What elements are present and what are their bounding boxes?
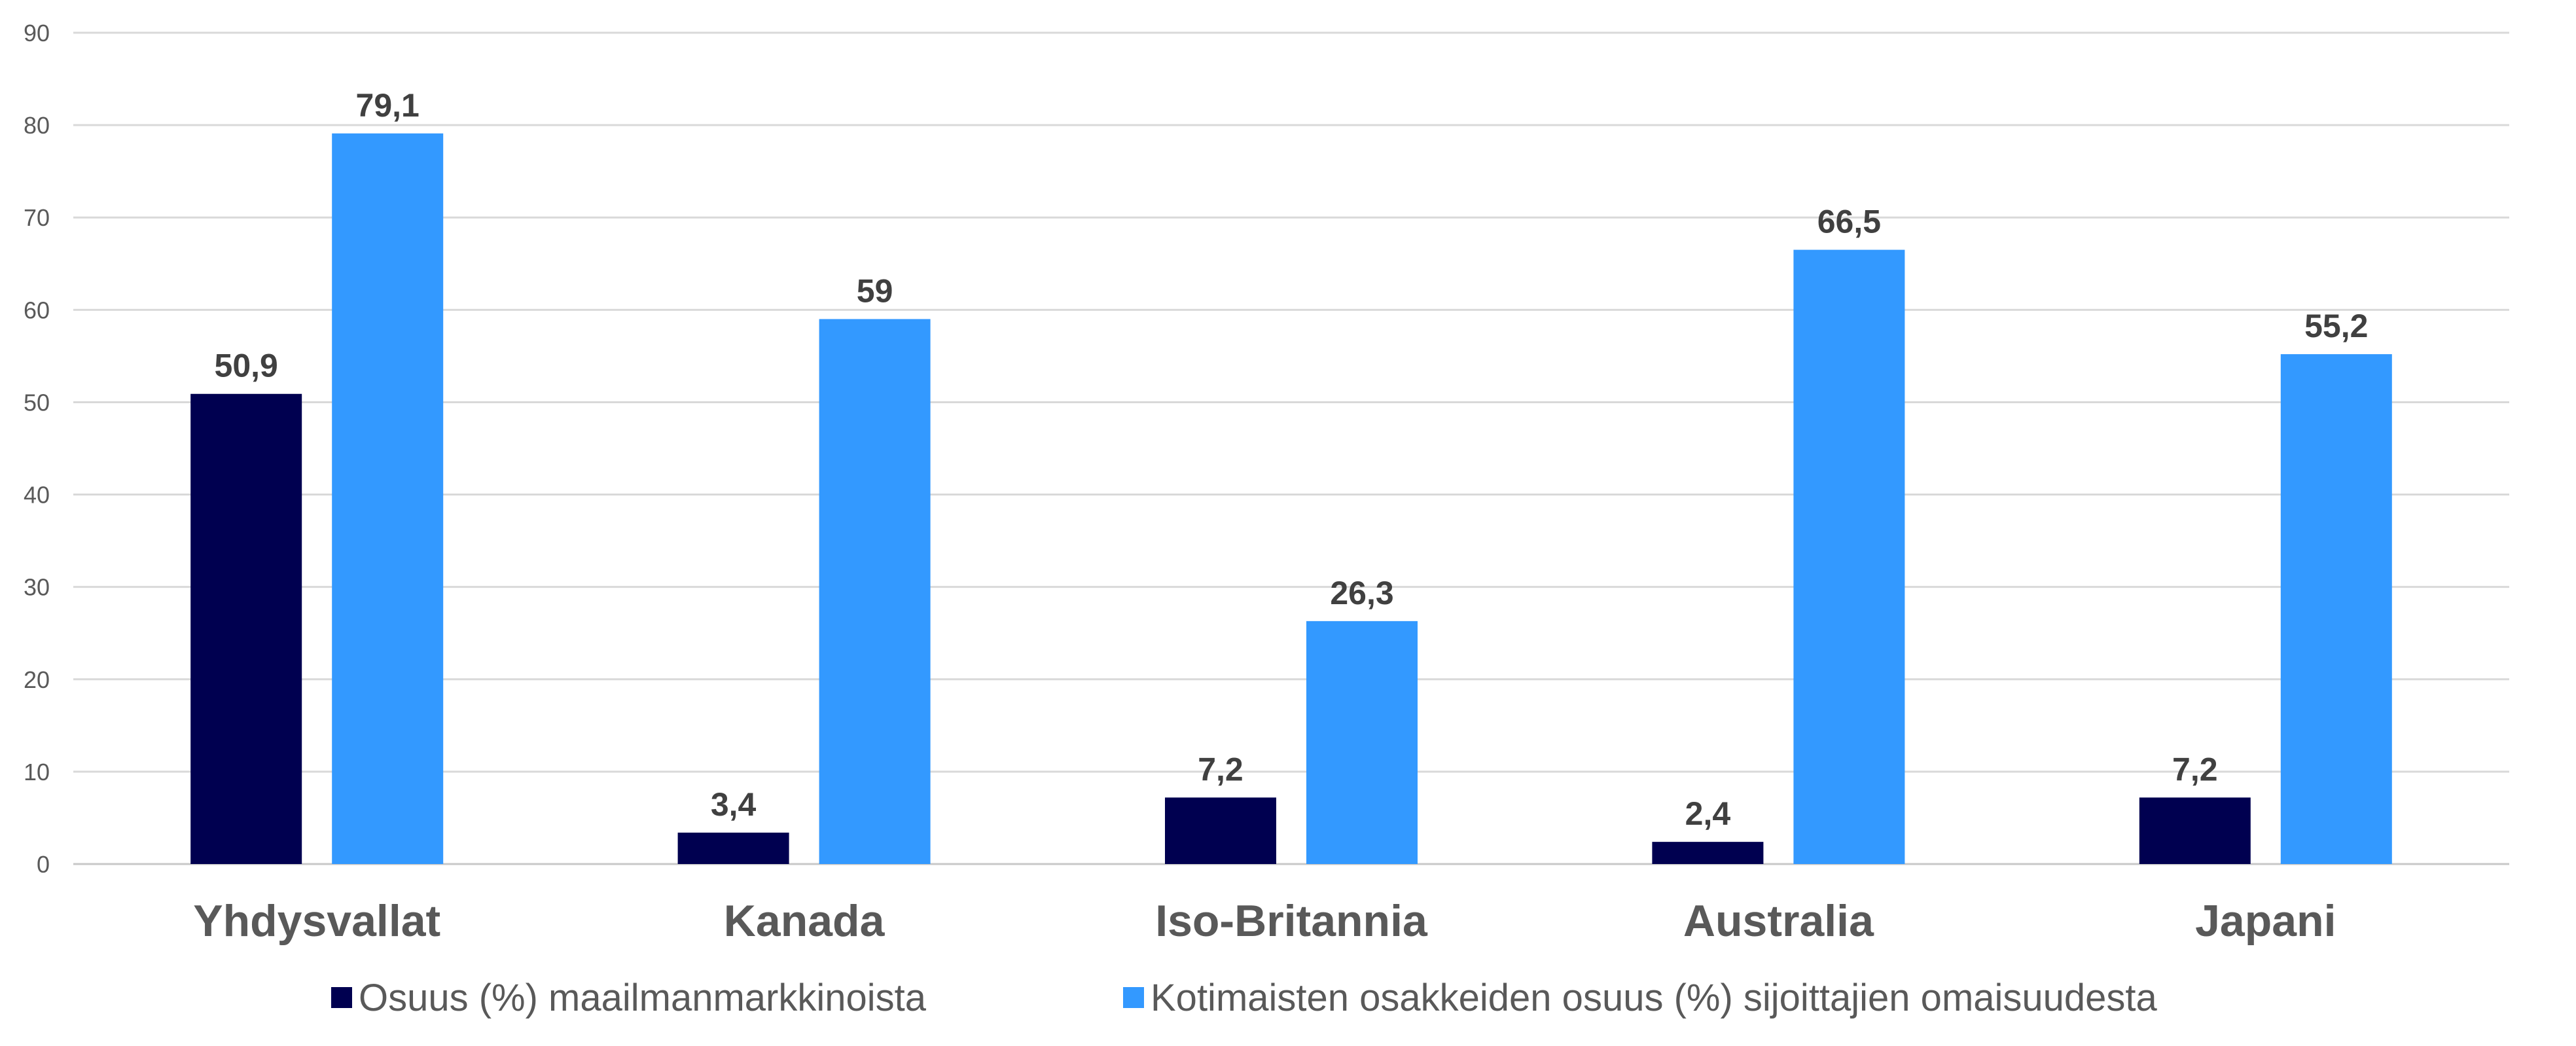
bars bbox=[190, 133, 2392, 865]
bar-1 bbox=[677, 833, 789, 864]
bar-2 bbox=[1306, 621, 1418, 864]
y-tick-label: 0 bbox=[37, 851, 50, 878]
y-tick-label: 80 bbox=[24, 112, 50, 139]
y-tick-label: 70 bbox=[24, 204, 50, 231]
y-tick-label: 10 bbox=[24, 759, 50, 785]
data-label: 26,3 bbox=[1330, 575, 1393, 611]
bar-1 bbox=[2139, 797, 2251, 864]
y-tick-label: 20 bbox=[24, 666, 50, 693]
bar-2 bbox=[2280, 354, 2392, 864]
legend: Osuus (%) maailmanmarkkinoista Kotimaiste… bbox=[331, 977, 2158, 1019]
bar-2 bbox=[819, 319, 931, 864]
data-label: 55,2 bbox=[2304, 308, 2368, 344]
bar-1 bbox=[1165, 797, 1276, 864]
y-axis: 0 10 20 30 40 50 60 70 80 90 bbox=[24, 20, 50, 878]
y-tick-label: 90 bbox=[24, 20, 50, 46]
bar-1 bbox=[1652, 842, 1764, 864]
data-label: 59 bbox=[857, 272, 893, 309]
bar-2 bbox=[332, 133, 444, 864]
x-tick-label: Kanada bbox=[724, 896, 885, 946]
data-label: 66,5 bbox=[1817, 204, 1881, 240]
y-tick-label: 30 bbox=[24, 574, 50, 601]
x-tick-label: Yhdysvallat bbox=[193, 896, 440, 946]
legend-label: Kotimaisten osakkeiden osuus (%) sijoitt… bbox=[1151, 977, 2158, 1019]
data-label: 7,2 bbox=[2172, 751, 2218, 787]
data-labels: 50,9 79,1 3,4 59 7,2 26,3 2,4 66,5 7,2 55,2 bbox=[215, 87, 2369, 832]
gridlines bbox=[73, 31, 2509, 865]
legend-swatch bbox=[331, 987, 352, 1008]
y-tick-label: 50 bbox=[24, 389, 50, 416]
x-axis: Yhdysvallat Kanada Iso-Britannia Australia J… bbox=[193, 896, 2336, 946]
y-tick-label: 40 bbox=[24, 482, 50, 509]
data-label: 7,2 bbox=[1198, 751, 1243, 787]
legend-label: Osuus (%) maailmanmarkkinoista bbox=[359, 977, 927, 1019]
data-label: 50,9 bbox=[215, 348, 278, 384]
bar-1 bbox=[190, 393, 302, 864]
x-tick-label: Japani bbox=[2195, 896, 2336, 946]
legend-swatch bbox=[1123, 987, 1144, 1008]
x-tick-label: Australia bbox=[1683, 896, 1874, 946]
y-tick-label: 60 bbox=[24, 297, 50, 323]
bar-2 bbox=[1793, 249, 1905, 865]
x-tick-label: Iso-Britannia bbox=[1155, 896, 1428, 946]
data-label: 2,4 bbox=[1685, 795, 1731, 832]
data-label: 3,4 bbox=[711, 786, 757, 823]
data-label: 79,1 bbox=[356, 87, 420, 124]
